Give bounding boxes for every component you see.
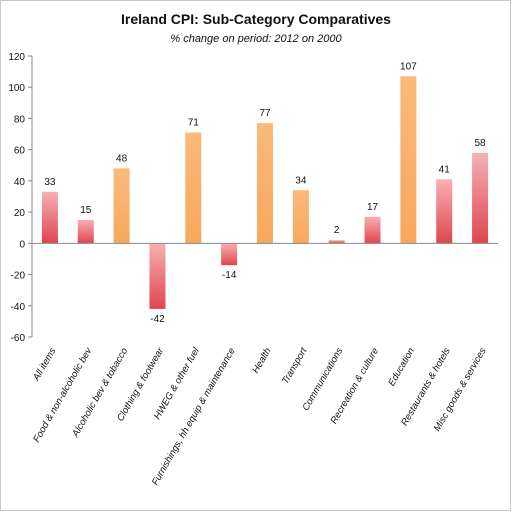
data-label: -42 [150,314,165,325]
bar [149,243,166,309]
x-tick-label: Health [250,346,273,375]
bar [400,76,417,244]
data-label: 17 [367,202,379,213]
x-tick-label: Transport [280,346,310,386]
bar [292,190,309,244]
y-tick-label: -60 [11,333,26,344]
bar [472,152,489,244]
x-tick-label: All items [31,346,59,384]
x-tick-label: Education [386,346,417,388]
bar [113,168,130,244]
data-label: 48 [116,153,128,164]
chart-title: Ireland CPI: Sub-Category Comparatives [121,11,391,27]
bars-group: 33 15 48 -42 71 -14 77 34 2 17 107 41 58 [41,61,489,325]
data-label: 41 [439,164,451,175]
data-label: 77 [259,108,271,119]
bar [328,240,345,244]
y-tick-label: -20 [11,271,26,282]
data-label: -14 [222,270,237,281]
y-tick-label: -40 [11,302,26,313]
data-label: 107 [400,61,417,72]
bar [257,123,273,244]
y-tick-label: 20 [14,208,26,219]
y-tick-label: 60 [14,146,26,157]
chart-subtitle: % change on period: 2012 on 2000 [170,33,342,45]
bar [41,191,58,244]
bar [364,216,381,244]
data-label: 33 [44,177,56,188]
data-label: 2 [334,225,340,236]
bar [185,132,202,244]
bar [436,179,453,244]
y-tick-label: 100 [8,83,25,94]
y-tick-label: 120 [8,52,25,63]
data-label: 58 [475,138,487,149]
data-label: 34 [295,175,307,186]
y-axis: 120 100 80 60 40 20 0 -20 -40 -60 [8,52,33,344]
data-label: 15 [80,205,92,216]
data-label: 71 [188,117,200,128]
y-tick-label: 0 [19,239,25,250]
bar [221,243,238,266]
y-tick-label: 40 [14,177,26,188]
y-tick-label: 80 [14,114,26,125]
bar [77,219,94,244]
